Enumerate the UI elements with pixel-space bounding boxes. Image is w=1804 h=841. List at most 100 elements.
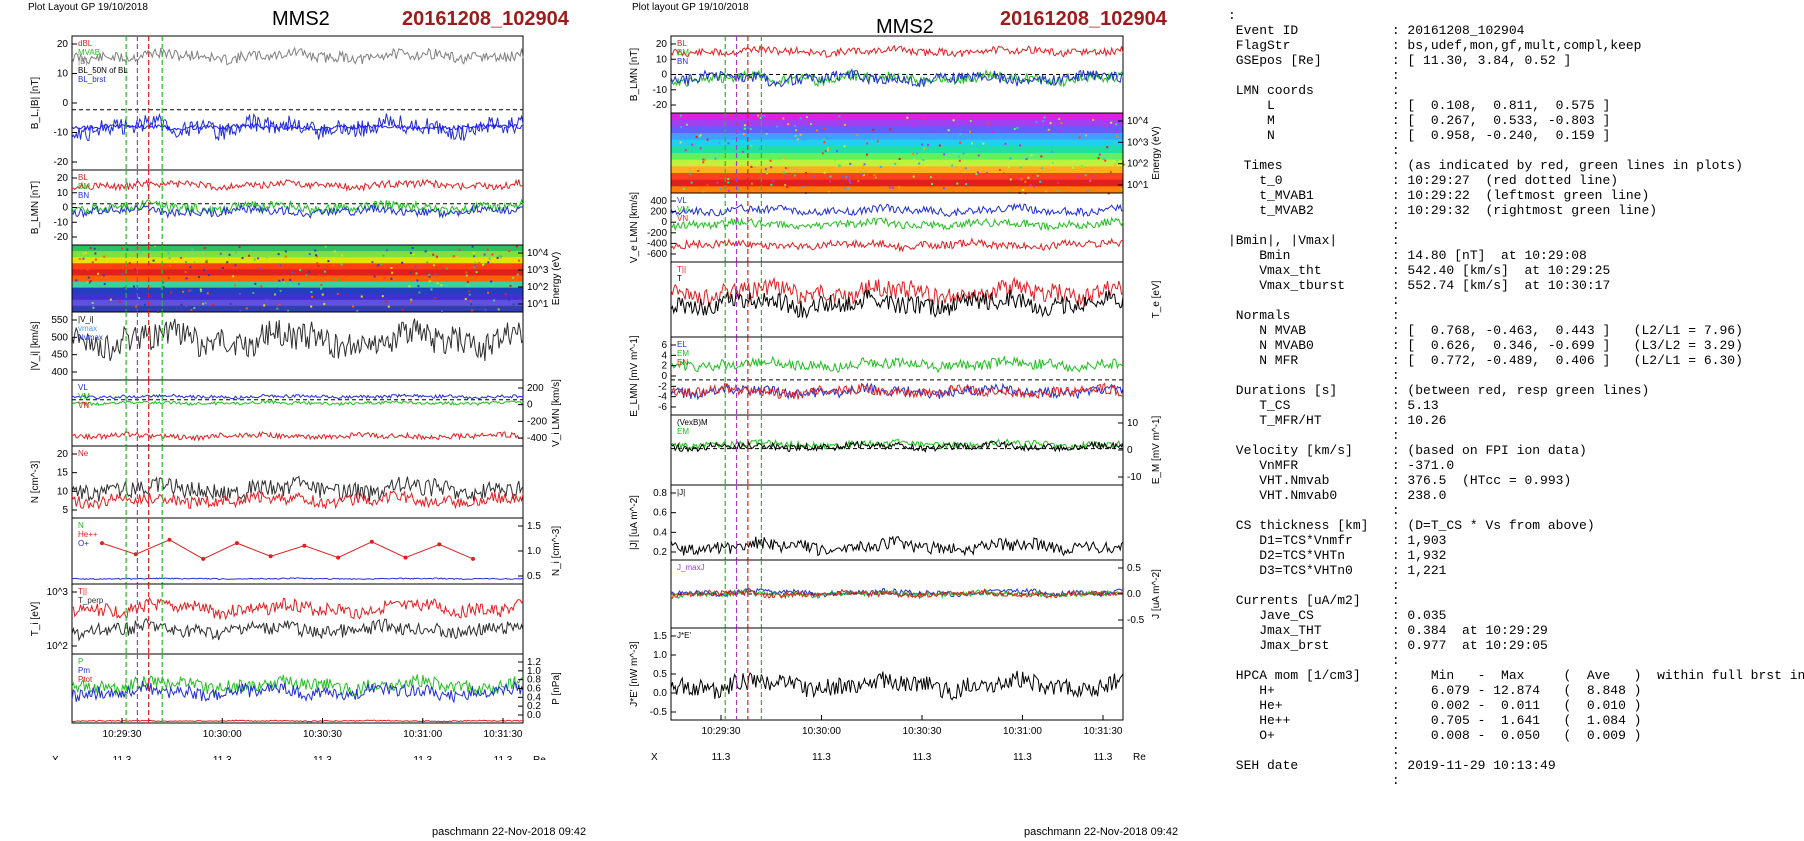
info-line: : [1228, 503, 1400, 518]
spectrogram-speck [254, 282, 257, 285]
spectrogram-speck [1002, 145, 1005, 148]
spectrogram-speck [834, 158, 837, 161]
spectrogram-speck [952, 119, 955, 122]
spectrogram-speck [951, 164, 954, 167]
spectrogram-speck [428, 275, 431, 278]
spectrogram-speck [436, 282, 439, 285]
panel-6: 1.5 1.0 0.5 N_i [cm^-3] NHe++O+ [71, 517, 562, 585]
spectrogram-speck [922, 118, 925, 121]
info-line: : [1228, 578, 1400, 593]
spectrogram-speck [727, 178, 730, 181]
spectrogram-speck [256, 257, 259, 260]
spectrogram-speck [1109, 171, 1112, 174]
spectrogram-speck [945, 125, 948, 128]
spectrogram-speck [847, 176, 850, 179]
legend-entry: T|| [78, 587, 87, 596]
spectrogram-speck [1019, 166, 1022, 169]
spectrogram-speck [1022, 188, 1025, 191]
y-tick-label: 400 [51, 367, 68, 378]
data-trace [670, 588, 1124, 600]
spectrogram-speck [377, 264, 380, 267]
spectrogram-speck [838, 115, 841, 118]
spectrogram-speck [278, 279, 281, 282]
spectrogram-speck [784, 167, 787, 170]
info-line: Times : (as indicated by red, green line… [1228, 158, 1743, 173]
info-line: N : [ 0.958, -0.240, 0.159 ] [1228, 128, 1611, 143]
info-line: FlagStr : bs,udef,mon,gf,mult,compl,keep [1228, 38, 1642, 53]
spectrogram-speck [750, 182, 753, 185]
data-trace [71, 490, 524, 510]
spectrogram-speck [918, 162, 921, 165]
panel-8: 1.5 1.0 0.5 0.0 -0.5 J*E' [nW m^-3] J*E' [629, 627, 1124, 721]
y-axis-label: Energy (eV) [551, 252, 562, 305]
spectrogram-band [72, 257, 523, 264]
spectrogram-speck [876, 140, 879, 143]
spectrogram-speck [794, 125, 797, 128]
spectrogram-speck [894, 162, 897, 165]
spectrogram-speck [695, 136, 698, 139]
spectrogram-speck [809, 123, 812, 126]
y-tick-label: 6 [661, 340, 667, 351]
y-axis-label: T_e [eV] [1151, 280, 1162, 318]
y-tick-label: -400 [527, 433, 547, 444]
spectrogram-speck [91, 302, 94, 305]
spectrogram-speck [1116, 135, 1119, 138]
spectrogram-speck [1032, 185, 1035, 188]
data-trace [71, 112, 524, 141]
spectrogram-speck [336, 298, 339, 301]
spectrogram-speck [320, 284, 323, 287]
y-tick-label: 0.8 [653, 488, 667, 499]
y-axis-label: E_M [mV m^-1] [1151, 415, 1162, 484]
spectrogram-speck [324, 245, 327, 248]
spectrogram-band [671, 133, 1123, 141]
spectrogram-speck [78, 257, 81, 260]
spectrogram-speck [698, 135, 701, 138]
spectrogram-speck [409, 251, 412, 254]
spectrogram-speck [308, 271, 311, 274]
y-tick-label: -10 [54, 128, 69, 139]
y-tick-label: 200 [527, 383, 544, 394]
spectrogram-speck [234, 284, 237, 287]
spectrogram-speck [418, 293, 421, 296]
data-trace [670, 68, 1124, 88]
spectrogram-speck [162, 286, 165, 289]
spectrogram-speck [912, 175, 915, 178]
spectrogram-speck [1017, 178, 1020, 181]
spectrogram-speck [241, 257, 244, 260]
spectrogram-speck [428, 274, 431, 277]
spectrogram-speck [311, 295, 314, 298]
spectrogram-speck [679, 141, 682, 144]
spectrogram-speck [103, 255, 106, 258]
y-tick-label: 10^4 [527, 248, 549, 259]
info-line: : [1228, 653, 1400, 668]
y-tick-label: 5 [62, 505, 68, 516]
spectrogram-speck [401, 308, 404, 311]
info-line: VHT.Nmvab : 376.5 (HTcc = 0.993) [1228, 473, 1572, 488]
spectrogram-speck [387, 305, 390, 308]
spectrogram-speck [1118, 186, 1121, 189]
y-tick-label: 15 [57, 468, 69, 479]
data-trace [71, 400, 524, 407]
y-tick-label: 1.0 [527, 666, 541, 677]
coord-value: 11.3 [413, 755, 432, 760]
y-tick-label: 450 [51, 350, 68, 361]
spectrogram-speck [239, 309, 242, 312]
spectrogram-speck [862, 164, 865, 167]
spectrogram-speck [770, 166, 773, 169]
spectrogram-band [72, 269, 523, 276]
data-trace [670, 670, 1124, 701]
spectrogram-speck [782, 156, 785, 159]
data-trace [670, 202, 1124, 218]
spectrogram-speck [509, 284, 512, 287]
spectrogram-speck [466, 280, 469, 283]
y-tick-label: 0.6 [527, 684, 541, 695]
spectrogram-speck [278, 303, 281, 306]
legend-entry: T [677, 274, 682, 283]
spectrogram-speck [252, 291, 255, 294]
spectrogram-speck [742, 121, 745, 124]
spectrogram-speck [327, 260, 330, 263]
y-tick-label: 200 [650, 207, 667, 218]
y-axis-label: V_i LMN [km/s] [551, 379, 562, 447]
